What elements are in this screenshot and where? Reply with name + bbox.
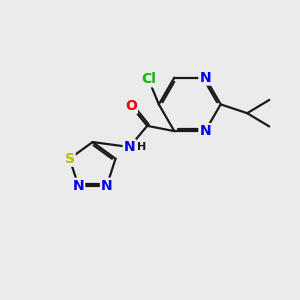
Text: N: N	[101, 179, 112, 193]
Text: N: N	[200, 70, 211, 85]
Text: N: N	[200, 124, 211, 138]
Text: O: O	[125, 99, 137, 113]
Text: Cl: Cl	[141, 72, 156, 86]
Text: S: S	[64, 152, 75, 166]
Text: N: N	[124, 140, 135, 154]
Text: N: N	[73, 179, 84, 193]
Text: H: H	[137, 142, 146, 152]
